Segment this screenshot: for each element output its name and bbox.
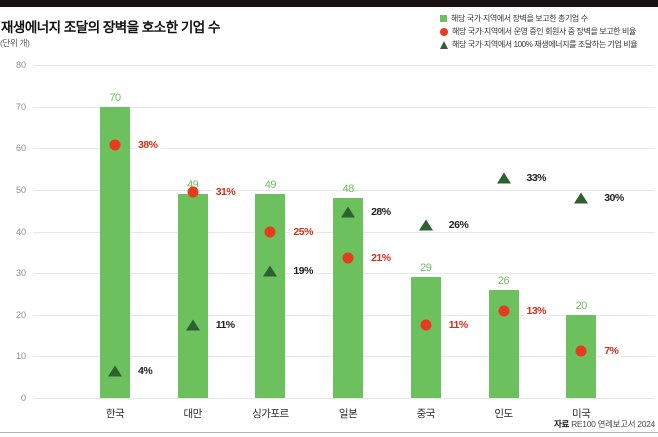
dot-marker: [420, 319, 432, 331]
bar-value-label: 29: [420, 262, 432, 275]
triangle-marker: [108, 365, 122, 377]
triangle-marker: [496, 172, 511, 184]
source-credit: 자료 RE100 연례보고서 2024: [554, 418, 655, 430]
gridline: [33, 106, 655, 108]
legend-label: 해당 국가·지역에서 장벽을 보고한 총기업 수: [451, 14, 588, 23]
y-axis-tick-label: 30: [15, 268, 26, 279]
triangle-marker: [418, 219, 433, 231]
legend-row: 해당 국가·지역에서 100% 재생에너지를 조달하는 기업 비율: [440, 38, 658, 51]
bar-value-label: 70: [109, 91, 121, 104]
x-axis-category-label: 미국: [572, 408, 591, 420]
triangle-icon: [440, 40, 448, 49]
gridline: [33, 189, 655, 191]
bottom-divider: [0, 432, 658, 433]
bar-value-label: 49: [264, 179, 277, 192]
square-icon: [440, 15, 447, 22]
triangle-marker: [341, 206, 356, 218]
gridline: [33, 148, 655, 150]
legend-label: 해당 국가·지역에서 100% 재생에너지를 조달하는 기업 비율: [452, 40, 638, 49]
dot-marker: [187, 186, 199, 198]
triangle-percent-label: 11%: [212, 317, 238, 332]
dot-percent-label: 7%: [601, 344, 622, 359]
dot-marker: [342, 252, 354, 264]
bar: [177, 194, 208, 398]
dot-percent-label: 31%: [212, 184, 239, 199]
bar: [100, 106, 130, 398]
legend-label: 해당 국가·지역에서 운영 중인 회원사 중 장벽을 보고한 비율: [452, 27, 636, 36]
triangle-marker: [574, 192, 589, 204]
bar-value-label: 48: [342, 183, 354, 196]
gridline: [33, 398, 655, 399]
dot-percent-label: 38%: [135, 137, 161, 152]
top-border-strip: [0, 0, 658, 7]
triangle-marker: [185, 319, 200, 331]
dot-percent-label: 21%: [368, 251, 394, 266]
triangle-percent-label: 30%: [601, 191, 627, 206]
bar: [333, 198, 364, 398]
bar-value-label: 20: [575, 299, 588, 312]
triangle-percent-label: 4%: [135, 364, 156, 379]
x-axis-category-label: 일본: [338, 408, 358, 420]
triangle-percent-label: 28%: [368, 204, 394, 219]
y-axis-tick-label: 40: [15, 226, 26, 237]
dot-marker: [264, 226, 276, 237]
bar-value-label: 26: [497, 274, 510, 287]
dot-marker: [498, 305, 509, 317]
chart-title: 재생에너지 조달의 장벽을 호소한 기업 수: [1, 20, 220, 35]
x-axis-category-label: 인도: [494, 408, 513, 420]
circle-icon: [440, 27, 448, 36]
x-axis-category-label: 중국: [416, 408, 436, 420]
x-axis-category-label: 싱가포르: [252, 408, 289, 420]
y-axis-tick-label: 20: [15, 309, 26, 320]
y-axis-tick-label: 70: [15, 101, 26, 112]
bar-value-label: 49: [187, 179, 199, 192]
dot-percent-label: 25%: [290, 224, 316, 239]
bar: [255, 194, 286, 398]
y-axis-tick-label: 10: [15, 351, 26, 362]
dot-percent-label: 13%: [523, 304, 550, 319]
y-axis-tick-label: 60: [15, 143, 26, 154]
y-axis-tick-label: 50: [15, 184, 26, 195]
x-axis-category-label: 한국: [105, 408, 125, 420]
y-axis-tick-label: 0: [20, 393, 26, 403]
legend-row: 해당 국가·지역에서 운영 중인 회원사 중 장벽을 보고한 비율: [440, 25, 658, 38]
dot-marker: [575, 345, 587, 357]
triangle-marker: [263, 265, 278, 277]
unit-label: (단위 개): [0, 38, 30, 48]
dot-marker: [109, 139, 121, 151]
triangle-percent-label: 19%: [290, 264, 316, 279]
triangle-percent-label: 26%: [445, 217, 472, 232]
source-prefix: 자료: [554, 419, 570, 429]
source-text: RE100 연례보고서 2024: [571, 419, 655, 429]
x-axis-category-label: 대만: [183, 408, 203, 420]
y-axis-tick-label: 80: [15, 60, 26, 70]
triangle-percent-label: 33%: [523, 171, 550, 186]
bar: [410, 277, 441, 398]
dot-percent-label: 11%: [445, 317, 471, 332]
gridline: [33, 65, 655, 66]
legend-row: 해당 국가·지역에서 장벽을 보고한 총기업 수: [440, 12, 658, 25]
